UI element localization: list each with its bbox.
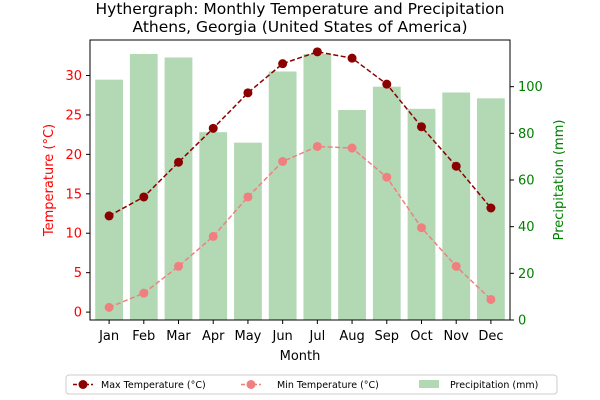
min-temp-point-mar (174, 261, 184, 271)
y-axis-left-title: Temperature (°C) (42, 124, 57, 237)
chart-title-line1: Hythergraph: Monthly Temperature and Pre… (96, 0, 505, 18)
min-temp-point-sep (382, 172, 392, 182)
y-left-tick-label-0: 0 (74, 306, 82, 321)
max-temp-point-jan (104, 211, 114, 221)
legend-swatch-min-temp-marker (246, 380, 256, 389)
min-temp-point-jan (104, 302, 114, 312)
y-left-tick-label-30: 30 (65, 69, 82, 84)
legend-item-min-temp: Min Temperature (°C) (241, 380, 379, 391)
min-temp-point-apr (208, 231, 218, 241)
precip-bar-aug (338, 110, 366, 320)
precip-bar-nov (442, 92, 471, 320)
legend-item-precipitation: Precipitation (mm) (419, 380, 538, 391)
precip-bar-mar (164, 57, 193, 320)
legend-item-max-temp: Max Temperature (°C) (73, 380, 206, 391)
precip-bar-sep (372, 86, 401, 321)
y-left-tick-label-10: 10 (65, 227, 82, 242)
min-temp-point-feb (139, 288, 149, 298)
y-right-tick-label-60: 60 (518, 174, 535, 189)
legend-label-max-temp: Max Temperature (°C) (101, 380, 206, 391)
min-temp-point-aug (347, 143, 357, 153)
legend-label-precipitation: Precipitation (mm) (450, 380, 538, 391)
x-tick-label-may: May (234, 329, 261, 344)
x-tick-label-jun: Jun (271, 329, 292, 344)
max-temp-point-apr (208, 123, 218, 133)
y-left-tick-label-15: 15 (65, 187, 82, 202)
x-tick-label-sep: Sep (375, 329, 400, 344)
min-temp-point-may (243, 192, 253, 202)
x-tick-label-aug: Aug (339, 329, 364, 344)
x-tick-label-apr: Apr (202, 329, 225, 344)
x-tick-label-feb: Feb (132, 329, 155, 344)
precip-bar-jun (268, 71, 297, 320)
x-tick-label-mar: Mar (166, 329, 191, 344)
legend-swatch-max-temp-marker (78, 380, 88, 389)
x-tick-label-nov: Nov (444, 329, 470, 344)
max-temp-point-dec (486, 203, 496, 213)
y-right-tick-label-0: 0 (518, 314, 526, 329)
max-temp-point-jun (278, 59, 288, 69)
precip-bar-jan (95, 79, 123, 321)
precip-bar-apr (199, 132, 228, 320)
max-temp-point-aug (347, 53, 357, 63)
max-temp-line (108, 51, 492, 217)
x-tick-label-oct: Oct (410, 329, 432, 344)
legend: Max Temperature (°C) Min Temperature (°C… (65, 374, 558, 395)
max-temp-point-oct (416, 122, 426, 132)
max-temp-point-nov (451, 161, 461, 171)
min-temp-point-oct (416, 223, 426, 233)
y-left-tick-label-20: 20 (65, 148, 82, 163)
precip-bar-may (234, 142, 262, 320)
y-left-tick-label-5: 5 (74, 266, 82, 281)
min-temp-line (108, 145, 492, 309)
x-axis-title: Month (280, 349, 321, 364)
x-tick-label-jul: Jul (309, 329, 326, 344)
min-temp-point-jun (278, 156, 288, 166)
max-temp-point-sep (382, 79, 392, 89)
max-temp-point-jul (312, 47, 322, 57)
min-temp-point-jul (312, 141, 322, 151)
max-temp-point-may (243, 88, 253, 98)
x-tick-label-jan: Jan (98, 329, 119, 344)
axes: Jan Feb Mar Apr May Jun Jul Aug Sep Oct Nov Dec 0 5 10… (65, 39, 543, 344)
y-right-tick-label-40: 40 (518, 220, 535, 235)
y-right-tick-label-80: 80 (518, 127, 535, 142)
y-right-tick-label-100: 100 (518, 80, 543, 95)
precip-bar-jul (303, 54, 332, 320)
y-left-tick-label-25: 25 (65, 108, 82, 123)
legend-swatch-precipitation (419, 380, 439, 388)
legend-label-min-temp: Min Temperature (°C) (277, 380, 379, 391)
max-temp-point-mar (174, 157, 184, 167)
chart-title-line2: Athens, Georgia (United States of Americ… (132, 18, 467, 36)
y-axis-right-title: Precipitation (mm) (552, 120, 567, 241)
precipitation-bars (95, 54, 505, 321)
min-temp-point-dec (486, 294, 496, 304)
temperature-lines (104, 47, 496, 312)
y-right-tick-label-20: 20 (518, 267, 535, 282)
x-tick-label-dec: Dec (478, 329, 503, 344)
legend-frame (65, 374, 558, 395)
max-temp-point-feb (139, 192, 149, 202)
min-temp-point-nov (451, 261, 461, 271)
